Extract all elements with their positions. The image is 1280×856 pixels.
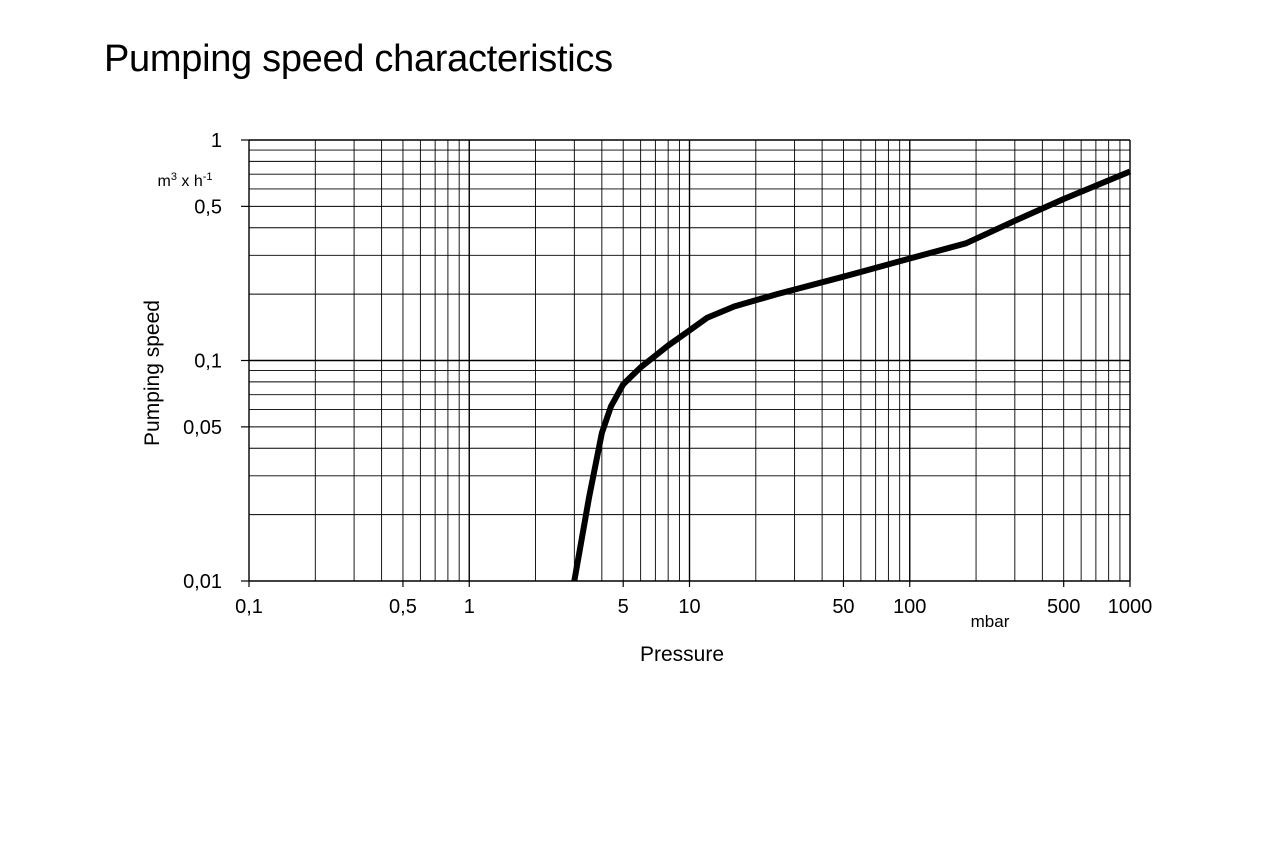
x-tick-label: 5 bbox=[618, 596, 629, 618]
y-tick-label: 0,05 bbox=[183, 417, 222, 439]
y-unit-mid-sup: -1 bbox=[203, 171, 213, 183]
x-axis-unit: mbar bbox=[971, 612, 1010, 631]
y-unit-base-sup: 3 bbox=[171, 171, 177, 183]
x-tick-label: 10 bbox=[678, 596, 700, 618]
x-tick-label: 1 bbox=[464, 596, 475, 618]
series-line-1 bbox=[571, 168, 1132, 582]
x-tick-label: 100 bbox=[893, 596, 926, 618]
y-tick-label: 1 bbox=[211, 130, 222, 152]
y-tick-label: 0,01 bbox=[183, 571, 222, 593]
x-axis-label: Pressure bbox=[640, 643, 724, 666]
y-tick-labels: 0,01 0,05 0,1 0,5 1 bbox=[183, 130, 249, 593]
chart-title: Pumping speed characteristics bbox=[104, 38, 613, 80]
x-tick-labels: 0,1 0,5 1 5 10 50 100 500 1000 bbox=[235, 581, 1152, 618]
series-layer bbox=[571, 168, 1132, 582]
x-tick-label: 500 bbox=[1047, 596, 1080, 618]
y-tick-label: 0,5 bbox=[194, 196, 222, 218]
x-tick-label: 1000 bbox=[1108, 596, 1153, 618]
y-unit-base: m bbox=[157, 173, 170, 190]
x-tick-label: 0,5 bbox=[389, 596, 417, 618]
y-axis-unit: m3 x h-1 bbox=[157, 171, 212, 190]
y-axis-label: Pumping speed bbox=[141, 300, 164, 446]
y-unit-mid: x h bbox=[177, 173, 203, 190]
x-tick-label: 50 bbox=[832, 596, 854, 618]
y-tick-label: 0,1 bbox=[194, 351, 222, 373]
x-tick-label: 0,1 bbox=[235, 596, 263, 618]
